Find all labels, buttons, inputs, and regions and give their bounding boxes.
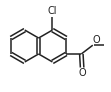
Text: O: O bbox=[78, 68, 86, 78]
Text: Cl: Cl bbox=[48, 6, 57, 16]
Text: O: O bbox=[93, 35, 101, 45]
